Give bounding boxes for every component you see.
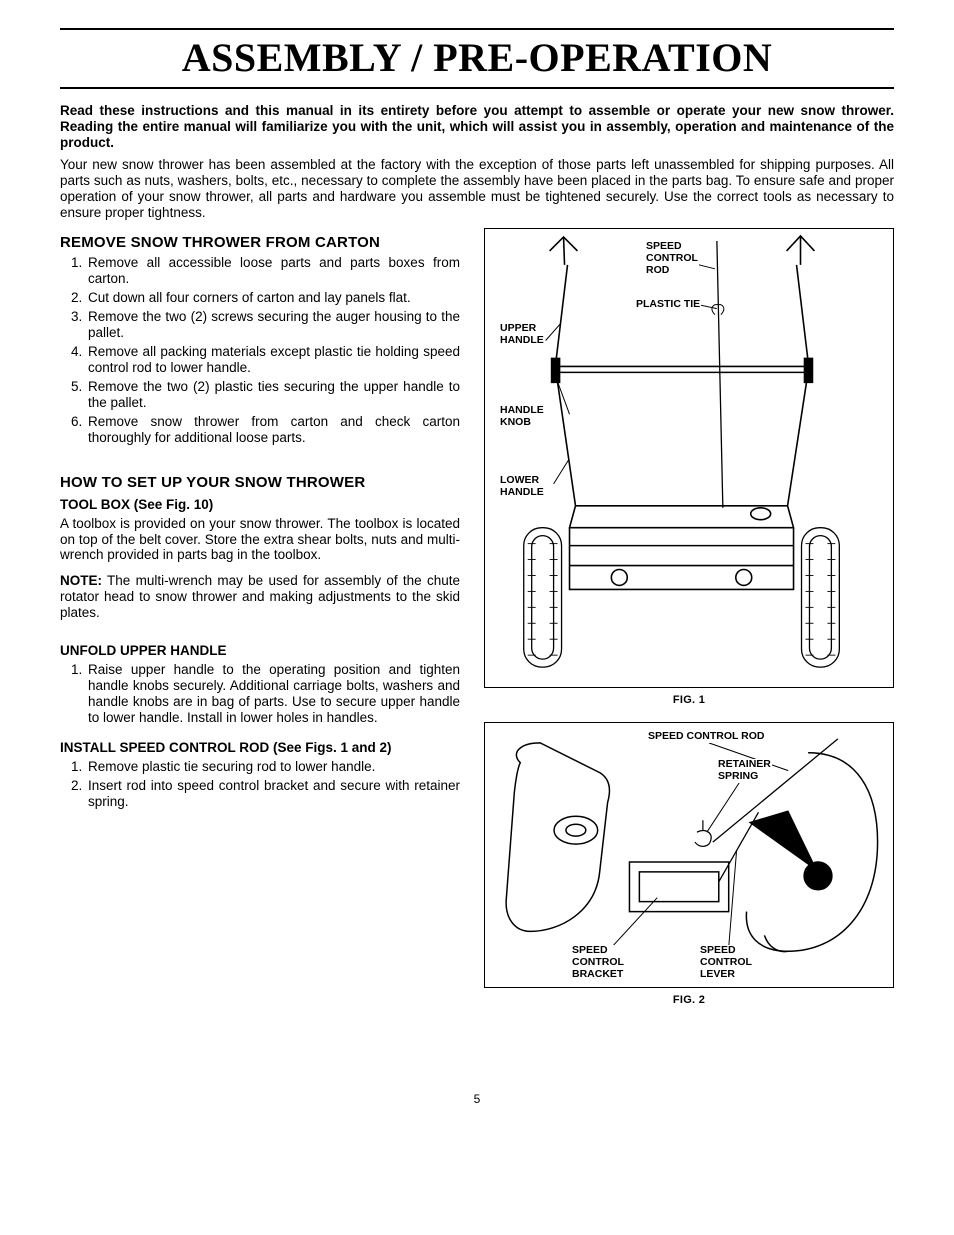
toolbox-note: NOTE: The multi-wrench may be used for a… <box>60 573 460 621</box>
rule-top <box>60 28 894 30</box>
step: Remove the two (2) plastic ties securing… <box>86 379 460 411</box>
note-label: NOTE: <box>60 573 102 588</box>
figure-2-caption: FIG. 2 <box>484 994 894 1006</box>
remove-carton-steps: Remove all accessible loose parts and pa… <box>60 255 460 445</box>
label-speed-control-rod-2: SPEED CONTROL ROD <box>647 731 765 743</box>
rule-bottom <box>60 87 894 89</box>
page: ASSEMBLY / PRE-OPERATION Read these inst… <box>0 0 954 1136</box>
step: Remove snow thrower from carton and chec… <box>86 414 460 446</box>
toolbox-heading: TOOL BOX (See Fig. 10) <box>60 497 460 512</box>
page-number: 5 <box>60 1092 894 1106</box>
page-title: ASSEMBLY / PRE-OPERATION <box>60 32 894 85</box>
step: Remove all packing materials except plas… <box>86 344 460 376</box>
figure-1-caption: FIG. 1 <box>484 694 894 706</box>
install-heading: INSTALL SPEED CONTROL ROD (See Figs. 1 a… <box>60 740 460 755</box>
figure-2: SPEED CONTROL ROD RETAINER SPRING SPEED … <box>484 722 894 988</box>
unfold-steps: Raise upper handle to the operating posi… <box>60 662 460 726</box>
label-upper-handle: UPPER HANDLE <box>499 323 545 346</box>
right-column: SPEED CONTROL ROD PLASTIC TIE UPPER HAND… <box>484 228 894 1022</box>
label-retainer-spring: RETAINER SPRING <box>717 759 772 782</box>
label-lower-handle: LOWER HANDLE <box>499 475 545 498</box>
unfold-heading: UNFOLD UPPER HANDLE <box>60 643 460 658</box>
step: Raise upper handle to the operating posi… <box>86 662 460 726</box>
intro-bold: Read these instructions and this manual … <box>60 103 894 151</box>
install-steps: Remove plastic tie securing rod to lower… <box>60 759 460 810</box>
section-remove-carton: REMOVE SNOW THROWER FROM CARTON <box>60 234 460 251</box>
note-text: The multi-wrench may be used for assembl… <box>60 573 460 620</box>
step: Remove the two (2) screws securing the a… <box>86 309 460 341</box>
step: Remove all accessible loose parts and pa… <box>86 255 460 287</box>
step: Remove plastic tie securing rod to lower… <box>86 759 460 775</box>
step: Cut down all four corners of carton and … <box>86 290 460 306</box>
label-handle-knob: HANDLE KNOB <box>499 405 545 428</box>
figure-2-svg <box>485 723 893 987</box>
label-speed-control-rod: SPEED CONTROL ROD <box>645 241 699 276</box>
label-plastic-tie: PLASTIC TIE <box>635 299 701 311</box>
intro-para: Your new snow thrower has been assembled… <box>60 157 894 221</box>
toolbox-para: A toolbox is provided on your snow throw… <box>60 516 460 564</box>
label-speed-control-lever: SPEED CONTROL LEVER <box>699 945 753 980</box>
left-column: REMOVE SNOW THROWER FROM CARTON Remove a… <box>60 228 460 1022</box>
label-speed-control-bracket: SPEED CONTROL BRACKET <box>571 945 625 980</box>
step: Insert rod into speed control bracket an… <box>86 778 460 810</box>
figure-1: SPEED CONTROL ROD PLASTIC TIE UPPER HAND… <box>484 228 894 688</box>
section-setup: HOW TO SET UP YOUR SNOW THROWER <box>60 474 460 491</box>
two-column-layout: REMOVE SNOW THROWER FROM CARTON Remove a… <box>60 228 894 1022</box>
